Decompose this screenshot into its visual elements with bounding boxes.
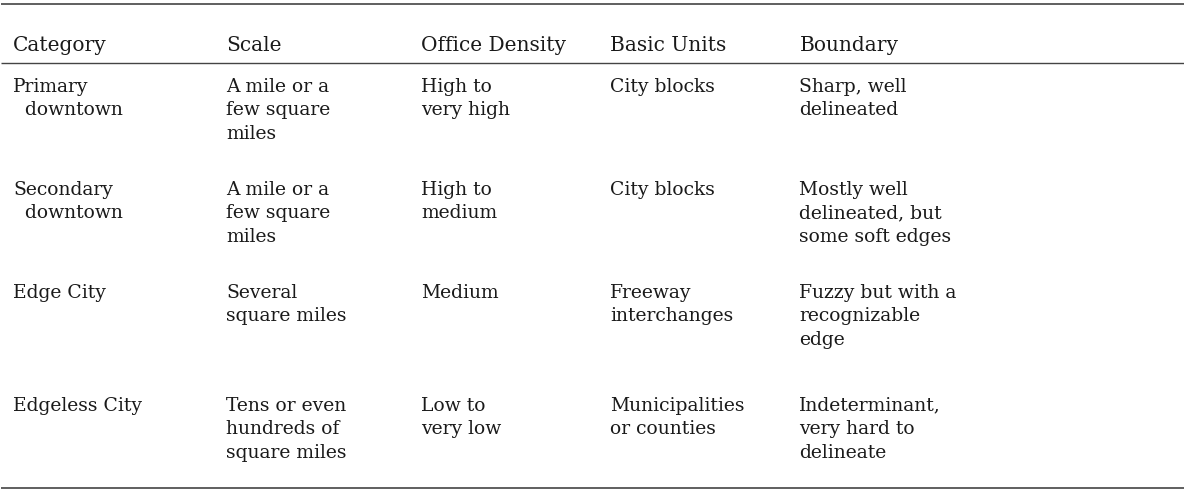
Text: Secondary
  downtown: Secondary downtown xyxy=(13,181,123,222)
Text: Scale: Scale xyxy=(226,36,282,55)
Text: Office Density: Office Density xyxy=(421,36,566,55)
Text: Tens or even
hundreds of
square miles: Tens or even hundreds of square miles xyxy=(226,397,346,462)
Text: Boundary: Boundary xyxy=(800,36,898,55)
Text: Basic Units: Basic Units xyxy=(610,36,726,55)
Text: Primary
  downtown: Primary downtown xyxy=(13,78,123,119)
Text: A mile or a
few square
miles: A mile or a few square miles xyxy=(226,181,331,246)
Text: High to
medium: High to medium xyxy=(421,181,498,222)
Text: Freeway
interchanges: Freeway interchanges xyxy=(610,284,734,326)
Text: Edgeless City: Edgeless City xyxy=(13,397,142,415)
Text: Category: Category xyxy=(13,36,107,55)
Text: A mile or a
few square
miles: A mile or a few square miles xyxy=(226,78,331,143)
Text: Several
square miles: Several square miles xyxy=(226,284,346,326)
Text: City blocks: City blocks xyxy=(610,181,715,199)
Text: Mostly well
delineated, but
some soft edges: Mostly well delineated, but some soft ed… xyxy=(800,181,952,246)
Text: Sharp, well
delineated: Sharp, well delineated xyxy=(800,78,907,119)
Text: Fuzzy but with a
recognizable
edge: Fuzzy but with a recognizable edge xyxy=(800,284,956,349)
Text: Medium: Medium xyxy=(421,284,499,302)
Text: Edge City: Edge City xyxy=(13,284,107,302)
Text: Indeterminant,
very hard to
delineate: Indeterminant, very hard to delineate xyxy=(800,397,941,462)
Text: High to
very high: High to very high xyxy=(421,78,510,119)
Text: City blocks: City blocks xyxy=(610,78,715,95)
Text: Low to
very low: Low to very low xyxy=(421,397,501,438)
Text: Municipalities
or counties: Municipalities or counties xyxy=(610,397,744,438)
